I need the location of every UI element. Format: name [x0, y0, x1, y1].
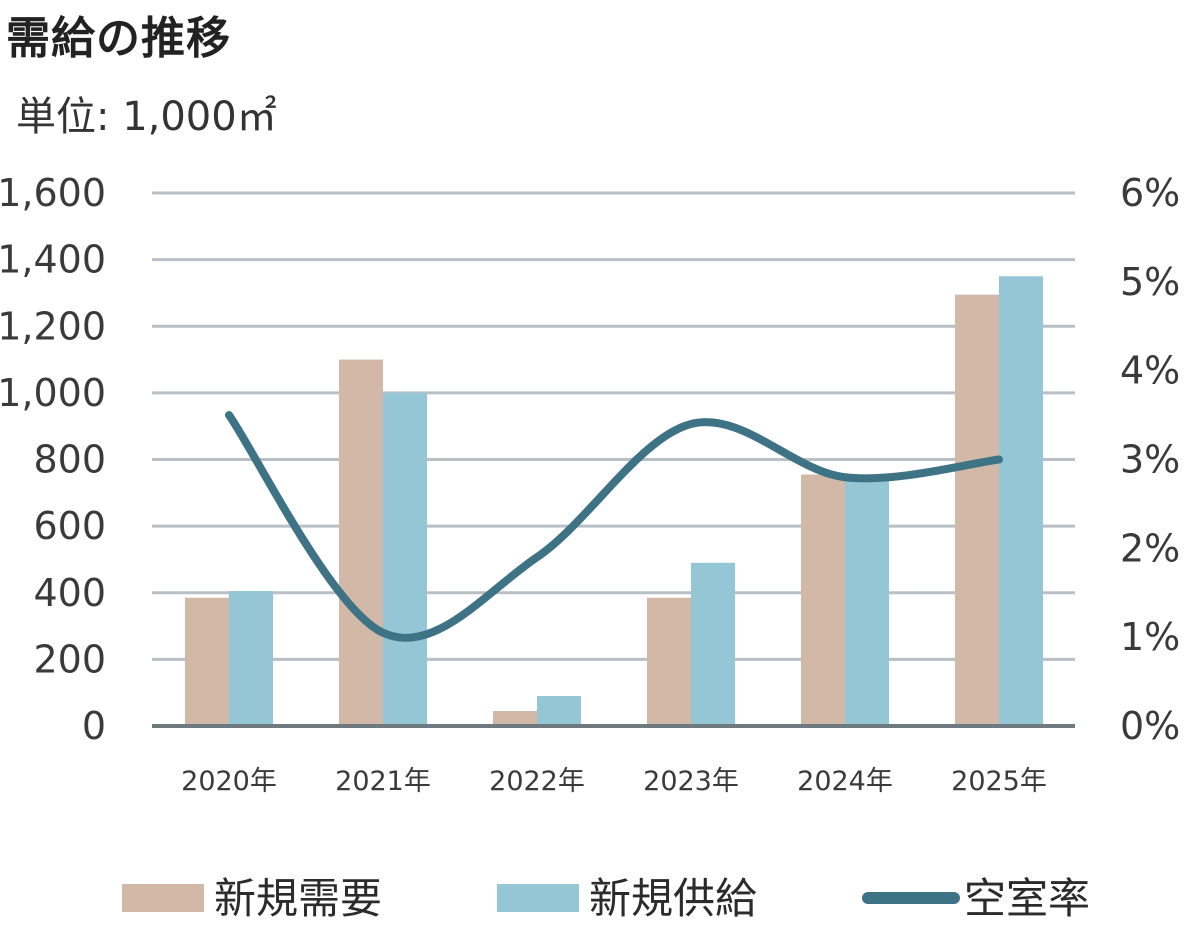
y-tick-label: 1,400 — [0, 238, 106, 282]
unit-label: 単位: 1,000㎡ — [16, 94, 277, 140]
x-tick-label: 2021年 — [335, 766, 431, 797]
right-axis: 0% 1% 2% 3% 4% 5% 6% — [1120, 171, 1180, 748]
bar-supply — [999, 276, 1043, 726]
bar-demand — [647, 597, 691, 726]
legend-label: 空室率 — [964, 874, 1090, 923]
gridlines — [152, 191, 1075, 661]
x-tick-label: 2023年 — [643, 766, 739, 797]
y-tick-label: 200 — [33, 637, 106, 681]
x-tick-label: 2025年 — [951, 766, 1047, 797]
bar-supply — [537, 696, 581, 726]
legend-swatch — [122, 884, 204, 912]
y2-tick-label: 3% — [1120, 438, 1180, 482]
y2-tick-label: 2% — [1120, 526, 1180, 570]
bar-supply — [845, 477, 889, 726]
y-tick-label: 400 — [33, 571, 106, 615]
y-tick-label: 1,200 — [0, 304, 106, 348]
bar-demand — [955, 294, 999, 726]
legend-label: 新規需要 — [214, 874, 382, 923]
legend-label: 新規供給 — [589, 874, 757, 923]
vacancy-line — [225, 411, 1003, 642]
bar-supply — [691, 562, 735, 726]
legend-swatch — [497, 884, 579, 912]
y-tick-label: 800 — [33, 438, 106, 482]
chart-title: 需給の推移 — [6, 13, 231, 64]
bars — [185, 276, 1043, 726]
y2-tick-label: 5% — [1120, 260, 1180, 304]
bar-supply — [383, 392, 427, 726]
legend: 新規需要 新規供給 空室率 — [122, 874, 1090, 923]
x-tick-label: 2020年 — [181, 766, 277, 797]
bar-supply — [229, 591, 273, 726]
bar-demand — [339, 359, 383, 726]
y-tick-label: 0 — [82, 704, 106, 748]
y-tick-label: 1,000 — [0, 371, 106, 415]
bar-demand — [801, 474, 845, 726]
x-tick-label: 2022年 — [489, 766, 585, 797]
left-axis: 0 200 400 600 800 1,000 1,200 1,400 1,600 — [0, 171, 106, 748]
y-tick-label: 600 — [33, 504, 106, 548]
vacancy-rate-line — [225, 411, 1003, 642]
y2-tick-label: 6% — [1120, 171, 1180, 215]
y2-tick-label: 0% — [1120, 704, 1180, 748]
y2-tick-label: 1% — [1120, 615, 1180, 659]
bar-demand — [185, 597, 229, 726]
x-axis: 2020年 2021年 2022年 2023年 2024年 2025年 — [181, 766, 1047, 797]
y-tick-label: 1,600 — [0, 171, 106, 215]
bar-demand — [493, 711, 537, 726]
y2-tick-label: 4% — [1120, 349, 1180, 393]
x-tick-label: 2024年 — [797, 766, 893, 797]
